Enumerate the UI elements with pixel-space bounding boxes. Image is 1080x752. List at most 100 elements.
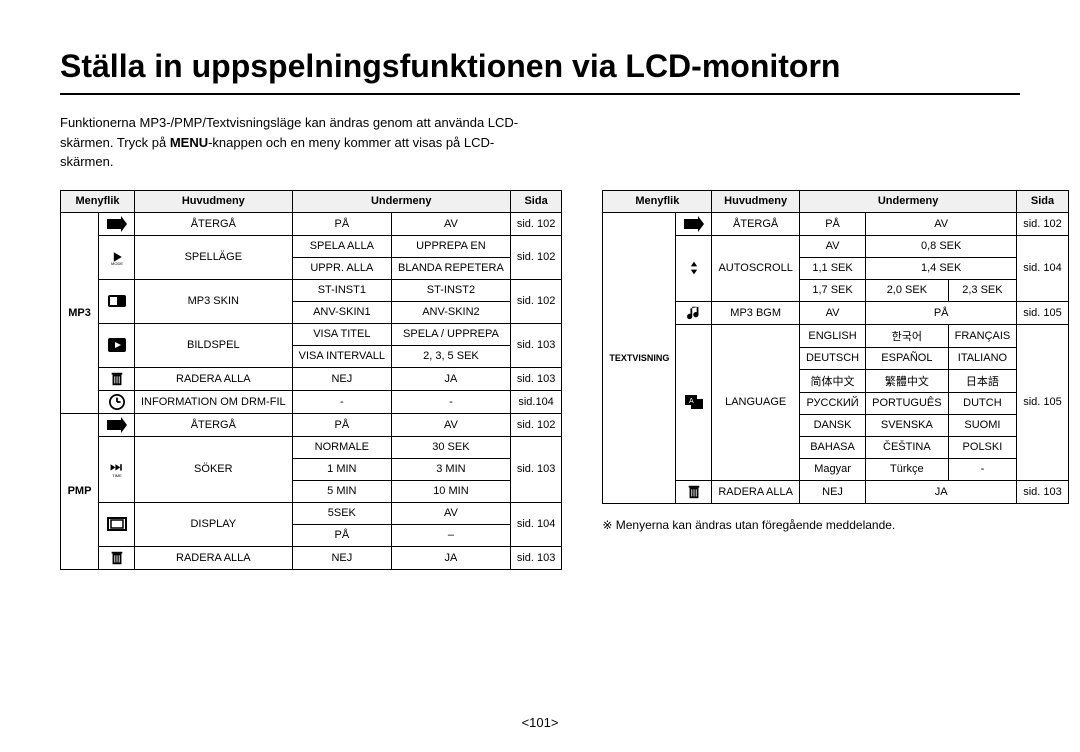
cell: AV xyxy=(392,502,511,524)
cell: sid. 103 xyxy=(510,367,562,390)
clock-icon xyxy=(99,390,135,413)
cell: 日本語 xyxy=(948,369,1017,392)
cell: PÅ xyxy=(292,212,391,235)
cell: - xyxy=(392,390,511,413)
cell: SPELLÄGE xyxy=(135,235,293,279)
menu-table-left: Menyflik Huvudmeny Undermeny Sida MP3 ÅT… xyxy=(60,190,562,570)
trash-icon xyxy=(99,367,135,390)
cell: ČEŠTINA xyxy=(866,436,948,458)
cell: PÅ xyxy=(799,212,865,235)
cell: NEJ xyxy=(292,546,391,569)
cell: 1,7 SEK xyxy=(799,279,865,301)
cell: sid. 103 xyxy=(1017,480,1069,503)
svg-text:TIME: TIME xyxy=(112,473,122,477)
th-main: Huvudmeny xyxy=(712,190,800,212)
cell: NEJ xyxy=(799,480,865,503)
cell: LANGUAGE xyxy=(712,324,800,480)
cell: DISPLAY xyxy=(135,502,293,546)
cell: 2, 3, 5 SEK xyxy=(392,345,511,367)
cell: PÅ xyxy=(292,413,391,436)
skin-icon xyxy=(99,279,135,323)
cell: BLANDA REPETERA xyxy=(392,257,511,279)
cell: AV xyxy=(799,301,865,324)
cell: 5SEK xyxy=(292,502,391,524)
cell: Magyar xyxy=(799,458,865,480)
cell: PÅ xyxy=(866,301,1017,324)
mode-text: TEXTVISNING xyxy=(603,212,676,503)
arrow-right-icon xyxy=(676,212,712,235)
mode-play-icon: MODE xyxy=(99,235,135,279)
cell: 2,3 SEK xyxy=(948,279,1017,301)
cell: ESPAÑOL xyxy=(866,347,948,369)
cell: BILDSPEL xyxy=(135,323,293,367)
cell: 5 MIN xyxy=(292,480,391,502)
page-title: Ställa in uppspelningsfunktionen via LCD… xyxy=(60,48,1020,95)
cell: 1,4 SEK xyxy=(866,257,1017,279)
cell: INFORMATION OM DRM-FIL xyxy=(135,390,293,413)
cell: DUTCH xyxy=(948,392,1017,414)
cell: ÅTERGÅ xyxy=(135,212,293,235)
intro-bold: MENU xyxy=(170,135,208,150)
cell: SPELA ALLA xyxy=(292,235,391,257)
cell: 한국어 xyxy=(866,324,948,347)
table-header-row: Menyflik Huvudmeny Undermeny Sida xyxy=(603,190,1068,212)
cell: ÅTERGÅ xyxy=(135,413,293,436)
cell: 简体中文 xyxy=(799,369,865,392)
cell: 1 MIN xyxy=(292,458,391,480)
cell: UPPREPA EN xyxy=(392,235,511,257)
cell: DEUTSCH xyxy=(799,347,865,369)
cell: – xyxy=(392,524,511,546)
cell: sid.104 xyxy=(510,390,562,413)
cell: MP3 SKIN xyxy=(135,279,293,323)
svg-text:A: A xyxy=(689,398,694,405)
cell: FRANÇAIS xyxy=(948,324,1017,347)
cell: JA xyxy=(392,546,511,569)
cell: ÅTERGÅ xyxy=(712,212,800,235)
cell: 繁體中文 xyxy=(866,369,948,392)
arrow-right-icon xyxy=(99,212,135,235)
table-header-row: Menyflik Huvudmeny Undermeny Sida xyxy=(61,190,562,212)
page-number: <101> xyxy=(522,715,559,730)
cell: 10 MIN xyxy=(392,480,511,502)
cell: DANSK xyxy=(799,414,865,436)
cell: sid. 102 xyxy=(510,413,562,436)
trash-icon xyxy=(676,480,712,503)
cell: JA xyxy=(866,480,1017,503)
cell: 30 SEK xyxy=(392,436,511,458)
mode-pmp: PMP xyxy=(61,413,99,569)
cell: RADERA ALLA xyxy=(712,480,800,503)
intro-paragraph: Funktionerna MP3-/PMP/Textvisningsläge k… xyxy=(60,113,530,172)
cell: AV xyxy=(866,212,1017,235)
music-note-icon xyxy=(676,301,712,324)
trash-icon xyxy=(99,546,135,569)
svg-text:MODE: MODE xyxy=(111,261,123,265)
cell: MP3 BGM xyxy=(712,301,800,324)
arrow-right-icon xyxy=(99,413,135,436)
th-main: Huvudmeny xyxy=(135,190,293,212)
cell: PÅ xyxy=(292,524,391,546)
cell: 1,1 SEK xyxy=(799,257,865,279)
cell: sid. 102 xyxy=(510,279,562,323)
cell: sid. 103 xyxy=(510,323,562,367)
cell: ST-INST1 xyxy=(292,279,391,301)
cell: РУССКИЙ xyxy=(799,392,865,414)
cell: AUTOSCROLL xyxy=(712,235,800,301)
autoscroll-icon xyxy=(676,235,712,301)
cell: VISA TITEL xyxy=(292,323,391,345)
display-icon xyxy=(99,502,135,546)
cell: - xyxy=(292,390,391,413)
cell: sid. 102 xyxy=(510,235,562,279)
cell: AV xyxy=(799,235,865,257)
cell: ANV-SKIN2 xyxy=(392,301,511,323)
cell: sid. 105 xyxy=(1017,324,1069,480)
cell: RADERA ALLA xyxy=(135,546,293,569)
language-icon: A xyxy=(676,324,712,480)
cell: JA xyxy=(392,367,511,390)
cell: 0,8 SEK xyxy=(866,235,1017,257)
cell: AV xyxy=(392,413,511,436)
cell: sid. 104 xyxy=(1017,235,1069,301)
cell: SPELA / UPPREPA xyxy=(392,323,511,345)
cell: POLSKI xyxy=(948,436,1017,458)
menu-table-right: Menyflik Huvudmeny Undermeny Sida TEXTVI… xyxy=(602,190,1068,504)
cell: BAHASA xyxy=(799,436,865,458)
